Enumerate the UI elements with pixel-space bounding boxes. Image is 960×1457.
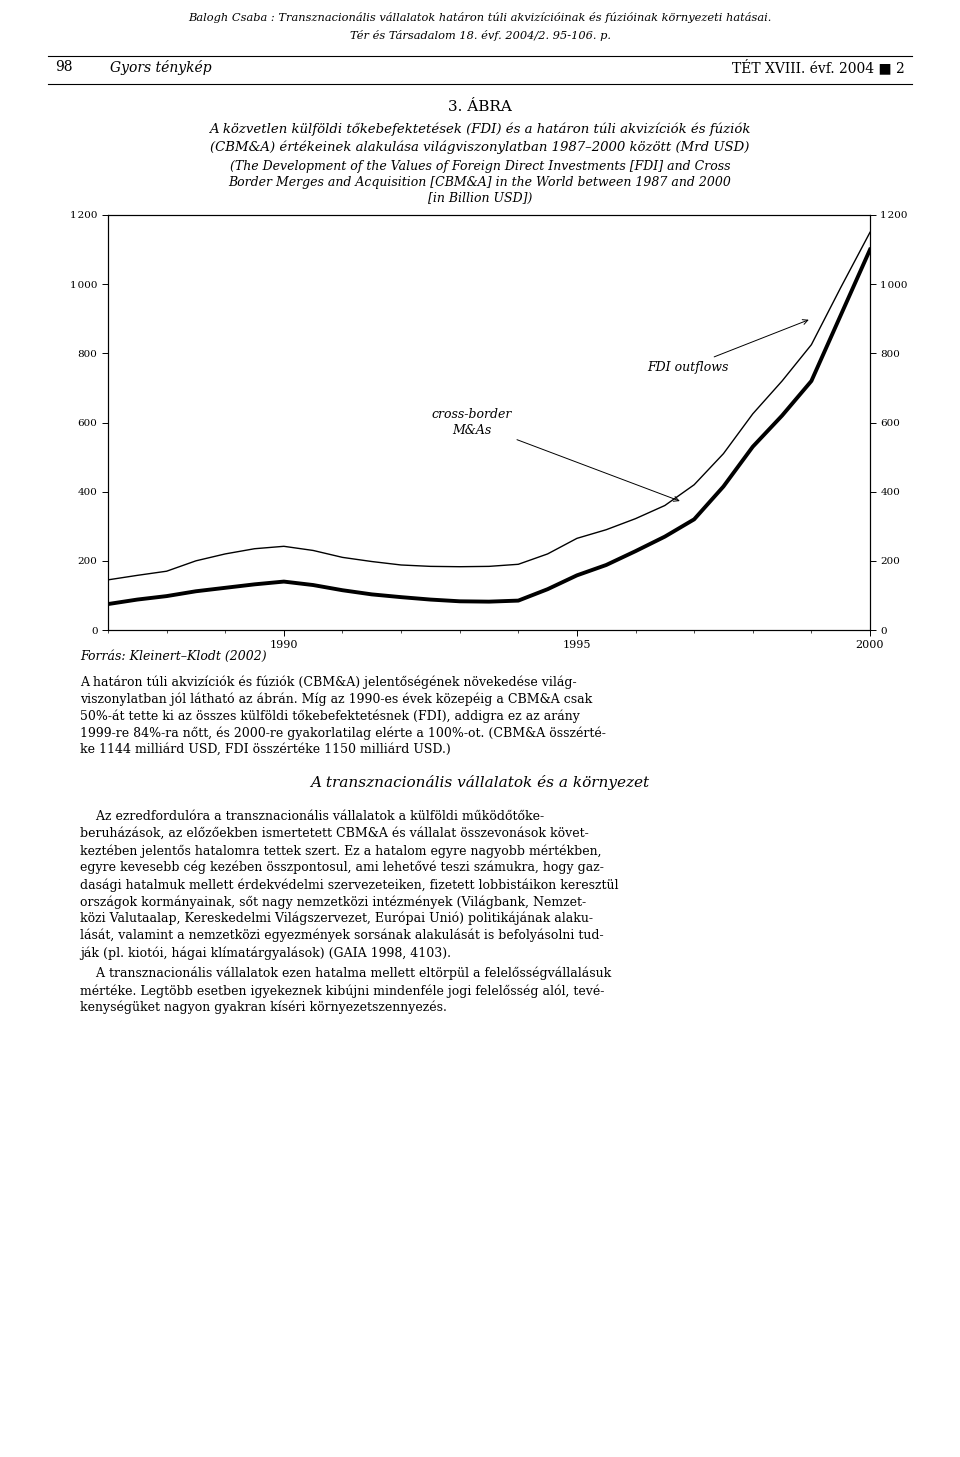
Text: FDI outflows: FDI outflows [647, 319, 807, 373]
Text: Tér és Társadalom 18. évf. 2004/2. 95-106. p.: Tér és Társadalom 18. évf. 2004/2. 95-10… [349, 31, 611, 41]
Text: Balogh Csaba : Transznacionális vállalatok határon túli akvizícióinak és fúzióin: Balogh Csaba : Transznacionális vállalat… [188, 12, 772, 23]
Text: lását, valamint a nemzetközi egyezmények sorsának alakulását is befolyásolni tud: lását, valamint a nemzetközi egyezmények… [80, 930, 604, 943]
Text: viszonylatban jól látható az ábrán. Míg az 1990-es évek közepéig a CBM&A csak: viszonylatban jól látható az ábrán. Míg … [80, 692, 592, 705]
Text: kenységüket nagyon gyakran kíséri környezetszennyezés.: kenységüket nagyon gyakran kíséri környe… [80, 1001, 446, 1014]
Text: Border Merges and Acquisition [CBM&A] in the World between 1987 and 2000: Border Merges and Acquisition [CBM&A] in… [228, 176, 732, 189]
Text: országok kormányainak, sőt nagy nemzetközi intézmények (Világbank, Nemzet-: országok kormányainak, sőt nagy nemzetkö… [80, 895, 587, 909]
Text: A transznacionális vállalatok és a környezet: A transznacionális vállalatok és a körny… [310, 775, 650, 790]
Text: ják (pl. kiotói, hágai klímatárgyalások) (GAIA 1998, 4103).: ják (pl. kiotói, hágai klímatárgyalások)… [80, 946, 451, 960]
Text: mértéke. Legtöbb esetben igyekeznek kibújni mindenféle jogi felelősség alól, tev: mértéke. Legtöbb esetben igyekeznek kibú… [80, 983, 605, 998]
Text: A határon túli akvizíciók és fúziók (CBM&A) jelentőségének növekedése világ-: A határon túli akvizíciók és fúziók (CBM… [80, 675, 577, 689]
Text: beruházások, az előzőekben ismertetett CBM&A és vállalat összevonások követ-: beruházások, az előzőekben ismertetett C… [80, 828, 588, 841]
Text: dasági hatalmuk mellett érdekvédelmi szervezeteiken, fizetett lobbistáikon keres: dasági hatalmuk mellett érdekvédelmi sze… [80, 879, 618, 892]
Text: 50%-át tette ki az összes külföldi tőkebefektetésnek (FDI), addigra ez az arány: 50%-át tette ki az összes külföldi tőkeb… [80, 710, 580, 723]
Text: A transznacionális vállalatok ezen hatalma mellett eltörpül a felelősségvállalás: A transznacionális vállalatok ezen hatal… [80, 967, 612, 981]
Text: A közvetlen külföldi tőkebefektetések (FDI) és a határon túli akvizíciók és fúzi: A közvetlen külföldi tőkebefektetések (F… [209, 122, 751, 136]
Text: cross-border
M&As: cross-border M&As [431, 408, 679, 501]
Text: 98: 98 [55, 60, 73, 74]
Text: Az ezredfordulóra a transznacionális vállalatok a külföldi működőtőke-: Az ezredfordulóra a transznacionális vál… [80, 810, 544, 823]
Text: keztében jelentős hatalomra tettek szert. Ez a hatalom egyre nagyobb mértékben,: keztében jelentős hatalomra tettek szert… [80, 844, 602, 858]
Text: (The Development of the Values of Foreign Direct Investments [FDI] and Cross: (The Development of the Values of Foreig… [229, 160, 731, 173]
Text: Gyors ténykép: Gyors ténykép [110, 60, 211, 74]
Text: egyre kevesebb cég kezében összpontosul, ami lehetővé teszi számukra, hogy gaz-: egyre kevesebb cég kezében összpontosul,… [80, 861, 604, 874]
Text: Forrás: Kleinert–Klodt (2002): Forrás: Kleinert–Klodt (2002) [80, 650, 267, 663]
Text: ke 1144 milliárd USD, FDI összértéke 1150 milliárd USD.): ke 1144 milliárd USD, FDI összértéke 115… [80, 743, 451, 756]
Text: közi Valutaalap, Kereskedelmi Világszervezet, Európai Unió) politikájának alaku-: közi Valutaalap, Kereskedelmi Világszerv… [80, 912, 593, 925]
Text: 1999-re 84%-ra nőtt, és 2000-re gyakorlatilag elérte a 100%-ot. (CBM&A összérté-: 1999-re 84%-ra nőtt, és 2000-re gyakorla… [80, 726, 606, 740]
Text: 3. ÁBRA: 3. ÁBRA [448, 101, 512, 114]
Text: (CBM&A) értékeinek alakulása világviszonylatban 1987–2000 között (Mrd USD): (CBM&A) értékeinek alakulása világviszon… [210, 140, 750, 153]
Text: TÉT XVIII. évf. 2004 ■ 2: TÉT XVIII. évf. 2004 ■ 2 [732, 60, 905, 76]
Text: [in Billion USD]): [in Billion USD]) [428, 192, 532, 205]
